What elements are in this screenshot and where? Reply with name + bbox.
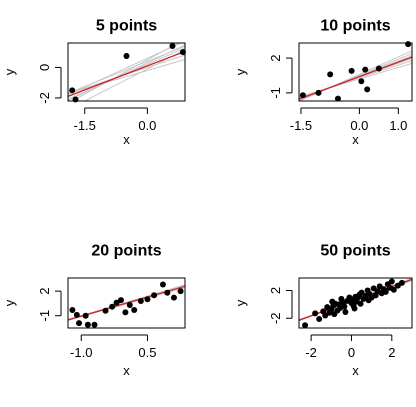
x-tick-label: 1.0 <box>389 118 407 133</box>
data-point <box>342 309 349 316</box>
x-tick-label: -1.5 <box>290 118 312 133</box>
x-axis-label: x <box>123 363 130 378</box>
data-point <box>299 92 306 99</box>
bootstrap-fit-line <box>68 59 185 95</box>
data-point <box>137 297 144 304</box>
y-axis-label: y <box>2 299 17 306</box>
panel-title: 20 points <box>91 242 161 259</box>
data-points <box>69 281 184 328</box>
data-point <box>357 300 364 307</box>
data-point <box>72 96 79 103</box>
data-point <box>315 89 322 96</box>
y-tick-label: -2 <box>268 312 283 324</box>
y-axis-label: y <box>2 68 17 75</box>
panel-4: 50 points -2 0 2 -2 2 x y <box>233 242 413 378</box>
bootstrap-fit-line <box>83 49 185 101</box>
data-point <box>362 66 369 73</box>
data-point <box>144 296 151 303</box>
data-point <box>316 315 323 322</box>
data-point <box>73 311 80 318</box>
data-point <box>179 49 186 56</box>
data-point <box>334 95 341 102</box>
x-axis-label: x <box>352 132 359 147</box>
data-point <box>382 288 389 295</box>
plot-frame <box>298 277 413 329</box>
data-point <box>358 289 365 296</box>
data-point <box>69 306 76 313</box>
data-point <box>109 303 116 310</box>
data-point <box>351 305 358 312</box>
x-tick-label: 0.0 <box>138 118 156 133</box>
panel-title: 5 points <box>96 17 157 34</box>
data-point <box>364 86 371 93</box>
data-point <box>390 286 397 293</box>
fit-lines <box>68 43 185 101</box>
plot-frame <box>298 42 413 102</box>
panel-1: 5 points -1.5 0.0 -2 0 x y <box>2 17 186 147</box>
data-point <box>123 52 130 59</box>
data-point <box>117 297 124 304</box>
x-tick-label: 2 <box>388 345 395 360</box>
data-point <box>82 312 89 319</box>
y-tick-label: 2 <box>37 287 52 294</box>
data-point <box>164 289 171 296</box>
data-point <box>327 71 334 78</box>
data-points <box>299 41 412 102</box>
bootstrap-fit-line <box>68 43 183 95</box>
panel-3: 20 points -1.0 0.5 -1 2 x y <box>2 242 186 378</box>
data-point <box>84 321 91 328</box>
data-point <box>102 307 109 314</box>
y-tick-label: 0 <box>37 64 52 71</box>
data-point <box>69 87 76 94</box>
data-point <box>91 321 98 328</box>
data-point <box>170 294 177 301</box>
data-point <box>358 78 365 85</box>
data-point <box>177 288 184 295</box>
y-tick-label: 2 <box>268 287 283 294</box>
x-tick-label: 0 <box>348 345 355 360</box>
x-axis-label: x <box>123 132 130 147</box>
x-tick-label: 0.0 <box>350 118 368 133</box>
data-point <box>159 281 166 288</box>
data-point <box>151 292 158 299</box>
regression-fit-line <box>68 50 185 97</box>
data-point <box>302 322 309 329</box>
data-point <box>122 309 129 316</box>
data-point <box>398 279 405 286</box>
x-tick-label: -1.5 <box>74 118 96 133</box>
y-tick-label: -1 <box>37 310 52 322</box>
y-axis-label: y <box>233 68 248 75</box>
data-point <box>405 41 412 48</box>
y-tick-label: -1 <box>268 87 283 99</box>
panel-2: 10 points -1.5 0.0 1.0 -1 2 x y <box>233 17 413 147</box>
y-axis-label: y <box>233 299 248 306</box>
panel-title: 10 points <box>320 17 390 34</box>
data-point <box>388 278 395 285</box>
data-point <box>329 298 336 305</box>
data-point <box>312 310 319 317</box>
data-point <box>375 65 382 72</box>
data-point <box>126 302 133 309</box>
data-point <box>169 43 176 50</box>
data-point <box>113 299 120 306</box>
data-point <box>76 320 83 327</box>
panel-title: 50 points <box>320 242 390 259</box>
data-point <box>131 306 138 313</box>
data-points <box>302 278 405 329</box>
data-point <box>341 303 348 310</box>
x-axis-label: x <box>352 363 359 378</box>
x-tick-label: 0.5 <box>138 345 156 360</box>
x-tick-label: -2 <box>305 345 317 360</box>
y-tick-label: 2 <box>268 54 283 61</box>
data-point <box>348 67 355 74</box>
y-tick-label: -2 <box>37 92 52 104</box>
plot-frame <box>67 277 186 329</box>
x-tick-label: -1.0 <box>70 345 92 360</box>
plot-frame <box>67 42 186 102</box>
